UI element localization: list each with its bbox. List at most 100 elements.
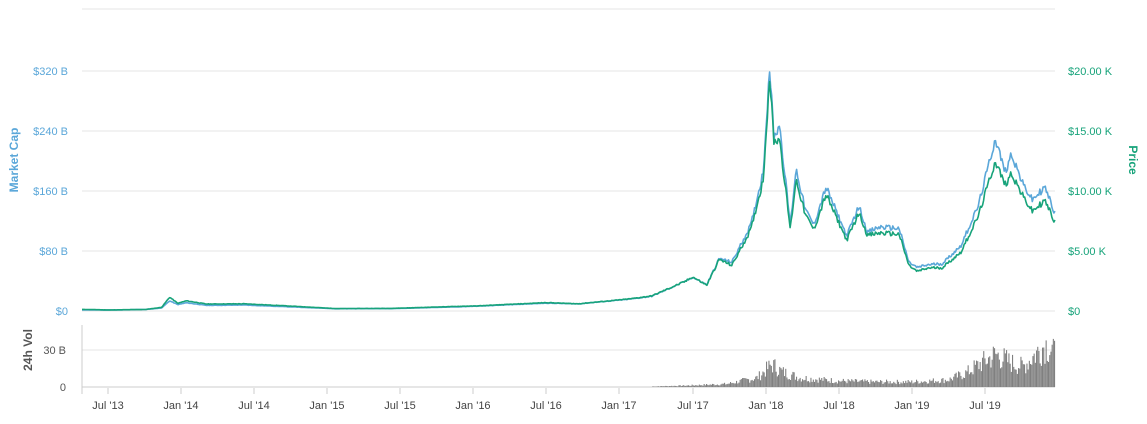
volume-bar — [944, 383, 945, 387]
volume-bar — [1008, 353, 1009, 387]
volume-bar — [1012, 355, 1013, 387]
volume-bar — [908, 380, 909, 387]
volume-bar — [1050, 352, 1051, 387]
volume-bar — [849, 380, 850, 387]
x-tick-label: Jul '19 — [969, 400, 1000, 412]
volume-bar — [882, 384, 883, 387]
volume-bar — [960, 376, 961, 387]
volume-bar — [996, 354, 997, 387]
y-left-tick-label: $160 B — [33, 186, 68, 198]
volume-bar — [929, 380, 930, 387]
volume-bar — [690, 386, 691, 387]
volume-bar — [834, 383, 835, 388]
volume-bar — [688, 385, 689, 387]
volume-bar — [826, 379, 827, 387]
volume-bar — [1004, 348, 1005, 387]
volume-bar — [998, 353, 999, 387]
volume-bar — [1020, 357, 1021, 387]
volume-bar — [864, 379, 865, 387]
volume-bar — [818, 383, 819, 387]
volume-bar — [665, 386, 666, 387]
volume-bar — [814, 382, 815, 387]
volume-bar — [819, 378, 820, 387]
volume-bar — [810, 378, 811, 387]
volume-bar — [786, 378, 787, 388]
volume-bar — [843, 379, 844, 387]
volume-bar — [831, 378, 832, 387]
volume-bar — [683, 385, 684, 387]
volume-bar — [953, 377, 954, 387]
volume-bar — [798, 379, 799, 387]
x-tick-label: Jul '13 — [92, 400, 123, 412]
volume-bar — [678, 385, 679, 387]
volume-bar — [735, 383, 736, 387]
volume-bar — [957, 378, 958, 388]
volume-bar — [950, 378, 951, 388]
volume-bar — [1005, 353, 1006, 387]
volume-bar — [807, 381, 808, 387]
volume-bar — [964, 378, 965, 387]
volume-bar — [836, 382, 837, 387]
volume-bar — [708, 385, 709, 387]
volume-bar — [812, 382, 813, 387]
volume-bar — [1019, 369, 1020, 387]
volume-bar — [881, 381, 882, 387]
volume-bar — [1030, 364, 1031, 387]
volume-bar — [1047, 361, 1048, 387]
volume-bar — [675, 386, 676, 387]
volume-bar — [928, 383, 929, 387]
volume-bar — [857, 382, 858, 387]
volume-bar — [790, 380, 791, 387]
volume-bar — [696, 385, 697, 387]
volume-bar — [918, 384, 919, 387]
volume-bar — [975, 365, 976, 387]
volume-bar — [927, 384, 928, 387]
volume-bar — [902, 383, 903, 387]
volume-bar — [684, 386, 685, 387]
volume-bar — [915, 382, 916, 387]
volume-bar — [942, 378, 943, 387]
volume-bar — [850, 381, 851, 387]
volume-bar — [930, 381, 931, 387]
volume-bar — [743, 378, 744, 387]
volume-bar — [893, 382, 894, 387]
volume-bar — [677, 386, 678, 387]
volume-bar — [773, 360, 774, 387]
volume-bar — [758, 379, 759, 387]
volume-bar — [1006, 350, 1007, 387]
volume-bar — [873, 381, 874, 387]
volume-bar — [982, 358, 983, 387]
volume-bar — [824, 377, 825, 387]
volume-bar — [803, 380, 804, 387]
x-tick-label: Jan '17 — [601, 400, 636, 412]
volume-bar — [666, 386, 667, 387]
volume-bar — [941, 379, 942, 387]
x-tick-label: Jan '18 — [748, 400, 783, 412]
volume-bar — [939, 383, 940, 387]
volume-bar — [1053, 339, 1054, 387]
volume-bar — [833, 383, 834, 387]
volume-bar — [932, 381, 933, 388]
volume-bar — [742, 378, 743, 387]
volume-bar — [800, 378, 801, 387]
volume-bar — [1018, 368, 1019, 387]
volume-bar — [765, 377, 766, 387]
volume-bar — [734, 383, 735, 387]
volume-bar — [921, 382, 922, 388]
volume-bar — [854, 382, 855, 387]
volume-bar — [680, 385, 681, 387]
volume-bar — [664, 386, 665, 387]
volume-bar — [891, 383, 892, 387]
y-left-tick-label: $80 B — [39, 246, 68, 258]
volume-bar — [816, 380, 817, 387]
volume-bar — [958, 371, 959, 387]
volume-bar — [952, 380, 953, 387]
volume-bar — [726, 384, 727, 387]
volume-bar — [796, 377, 797, 387]
volume-bar — [1042, 348, 1043, 387]
volume-bar — [914, 383, 915, 388]
volume-bar — [994, 348, 995, 387]
volume-tick-label: 0 — [60, 382, 66, 394]
volume-bar — [746, 379, 747, 388]
